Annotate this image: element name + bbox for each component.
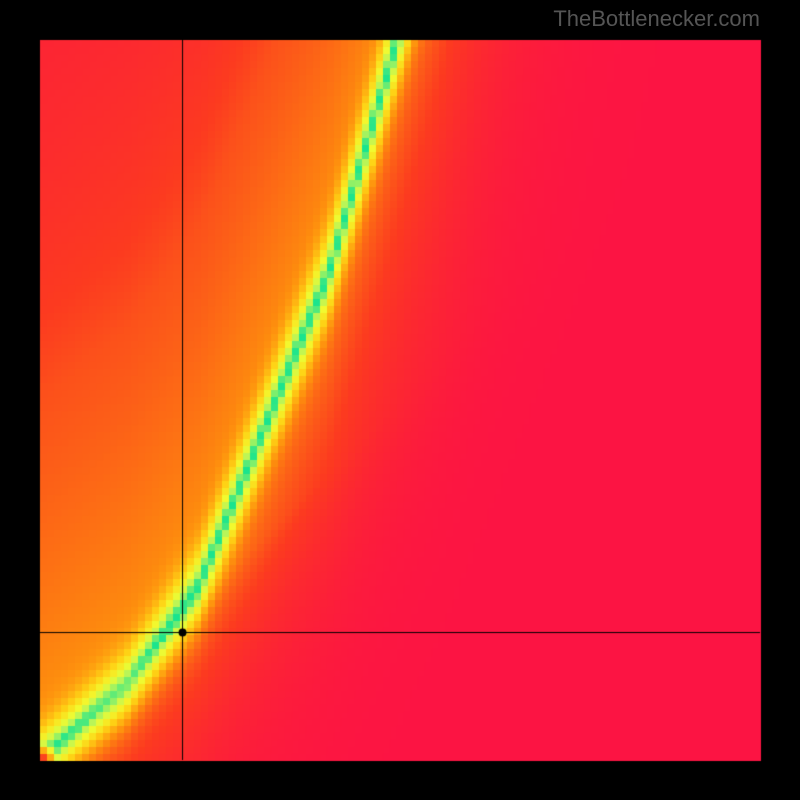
watermark-text: TheBottlenecker.com xyxy=(553,6,760,32)
chart-container: TheBottlenecker.com xyxy=(0,0,800,800)
bottleneck-heatmap xyxy=(0,0,800,800)
